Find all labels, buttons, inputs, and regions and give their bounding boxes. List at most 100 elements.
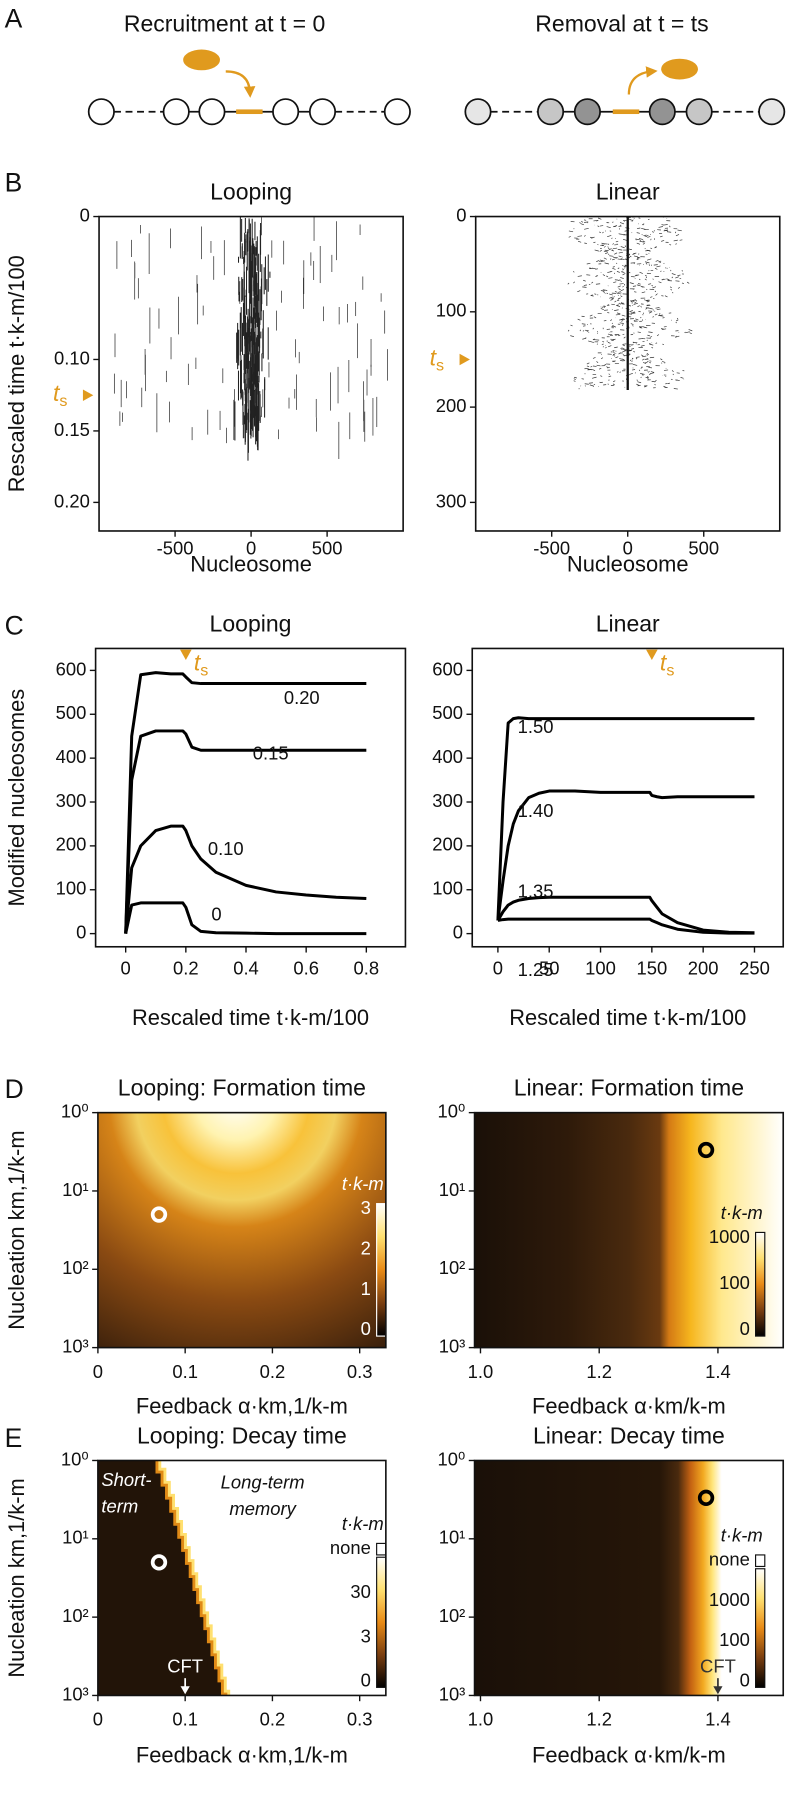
raster-trace bbox=[604, 262, 610, 265]
raster-trace bbox=[619, 322, 624, 324]
cft-arrow-head bbox=[180, 1686, 190, 1695]
raster-trace bbox=[654, 267, 658, 270]
raster-trace bbox=[651, 380, 656, 383]
raster-trace bbox=[641, 358, 645, 361]
raster-trace bbox=[621, 320, 624, 322]
raster-trace bbox=[635, 238, 637, 240]
colorbar bbox=[376, 1556, 387, 1688]
raster-trace bbox=[599, 250, 602, 252]
raster-trace bbox=[640, 256, 642, 258]
chart: Looping 0 0.2 0.4 0.6 0.8 0 100 200 300 400 500 600 R… bbox=[4, 611, 407, 1030]
raster-trace bbox=[573, 380, 576, 382]
raster-trace bbox=[617, 334, 621, 337]
raster-trace bbox=[607, 248, 610, 250]
raster-trace bbox=[616, 371, 619, 373]
raster-trace bbox=[577, 290, 581, 293]
raster-trace bbox=[586, 262, 591, 265]
raster-trace bbox=[661, 362, 663, 364]
raster-trace bbox=[613, 338, 616, 341]
raster-trace bbox=[608, 375, 612, 378]
raster-trace bbox=[622, 264, 624, 267]
raster-trace bbox=[648, 331, 653, 333]
raster-trace bbox=[654, 246, 657, 249]
raster-trace bbox=[599, 259, 604, 262]
raster-trace bbox=[679, 239, 683, 241]
raster-trace bbox=[661, 361, 666, 363]
raster-trace bbox=[638, 369, 641, 372]
curve-label: 0.20 bbox=[284, 687, 320, 708]
chart-title: Linear bbox=[596, 611, 660, 637]
raster-trace bbox=[689, 332, 692, 334]
raster-trace bbox=[675, 379, 680, 381]
raster-trace bbox=[609, 230, 612, 232]
raster-trace bbox=[618, 297, 621, 299]
raster-trace bbox=[588, 382, 593, 384]
raster-trace bbox=[607, 333, 613, 336]
raster-trace bbox=[617, 249, 623, 251]
x-tick-label: 0.3 bbox=[347, 1361, 373, 1382]
raster-trace bbox=[676, 317, 679, 320]
y-tick-label: 10¹ bbox=[62, 1527, 89, 1548]
raster-trace bbox=[619, 283, 624, 285]
raster-trace bbox=[611, 325, 615, 328]
raster-trace bbox=[677, 274, 681, 277]
raster-trace bbox=[619, 233, 624, 235]
raster-trace bbox=[636, 242, 641, 245]
raster-trace bbox=[617, 285, 621, 288]
raster-trace bbox=[633, 320, 635, 322]
raster-trace bbox=[642, 223, 645, 226]
raster-trace bbox=[615, 240, 619, 243]
axes-frame bbox=[94, 647, 407, 948]
raster-trace bbox=[631, 219, 634, 222]
raster-trace bbox=[646, 234, 649, 237]
raster-trace bbox=[635, 357, 638, 360]
y-tick-label: 10³ bbox=[439, 1683, 466, 1704]
curve-label: 0.10 bbox=[208, 838, 244, 859]
colorbar-tick-label: 2 bbox=[361, 1238, 371, 1259]
x-tick-label: 500 bbox=[688, 537, 719, 558]
raster-trace bbox=[602, 231, 604, 234]
raster-trace bbox=[622, 273, 626, 276]
raster-trace bbox=[617, 291, 621, 293]
cft-label: CFT bbox=[167, 1656, 203, 1677]
raster-trace bbox=[629, 359, 632, 362]
y-axis-label: Modified nucleosomes bbox=[4, 689, 29, 907]
curve-label: 1.40 bbox=[518, 800, 554, 821]
chart: Looping: Decay time 0 0.1 0.2 0.3 10⁰ 10¹ 10² 10… bbox=[4, 1423, 387, 1767]
raster-trace bbox=[644, 385, 647, 388]
raster-trace bbox=[608, 373, 610, 375]
y-tick-label: 200 bbox=[432, 834, 463, 855]
raster-trace bbox=[675, 276, 680, 279]
raster-trace bbox=[607, 311, 610, 314]
curve-label: 1.25 bbox=[518, 959, 554, 980]
raster-trace bbox=[639, 240, 642, 242]
raster-trace bbox=[636, 232, 640, 234]
raster-trace bbox=[591, 295, 594, 297]
raster-trace bbox=[648, 307, 653, 310]
x-tick-label: -500 bbox=[157, 537, 194, 558]
raster-trace bbox=[622, 268, 625, 270]
y-tick-label: 0.10 bbox=[54, 347, 90, 368]
raster-trace bbox=[671, 273, 676, 276]
raster-trace bbox=[614, 346, 618, 349]
raster-trace bbox=[592, 327, 594, 330]
raster-trace bbox=[661, 240, 665, 242]
plot-area bbox=[567, 216, 693, 390]
raster-trace bbox=[677, 229, 682, 232]
raster-trace bbox=[663, 262, 665, 265]
y-tick-label: 100 bbox=[56, 878, 87, 899]
x-tick-label: 500 bbox=[312, 537, 343, 558]
raster-trace bbox=[572, 271, 575, 273]
y-tick-label: 400 bbox=[56, 746, 87, 767]
x-tick-label: 0.2 bbox=[260, 1361, 286, 1382]
raster-trace bbox=[577, 240, 582, 243]
raster-trace bbox=[612, 380, 616, 383]
raster-trace bbox=[663, 369, 669, 371]
x-axis-label: Feedback α·km,1/k-m bbox=[136, 1393, 348, 1418]
colorbar-tick-label: 1 bbox=[361, 1278, 371, 1299]
plot-area bbox=[496, 716, 755, 935]
raster-trace bbox=[624, 265, 627, 268]
raster-trace bbox=[636, 257, 640, 259]
chain-right bbox=[464, 58, 786, 126]
raster-trace bbox=[641, 234, 643, 236]
